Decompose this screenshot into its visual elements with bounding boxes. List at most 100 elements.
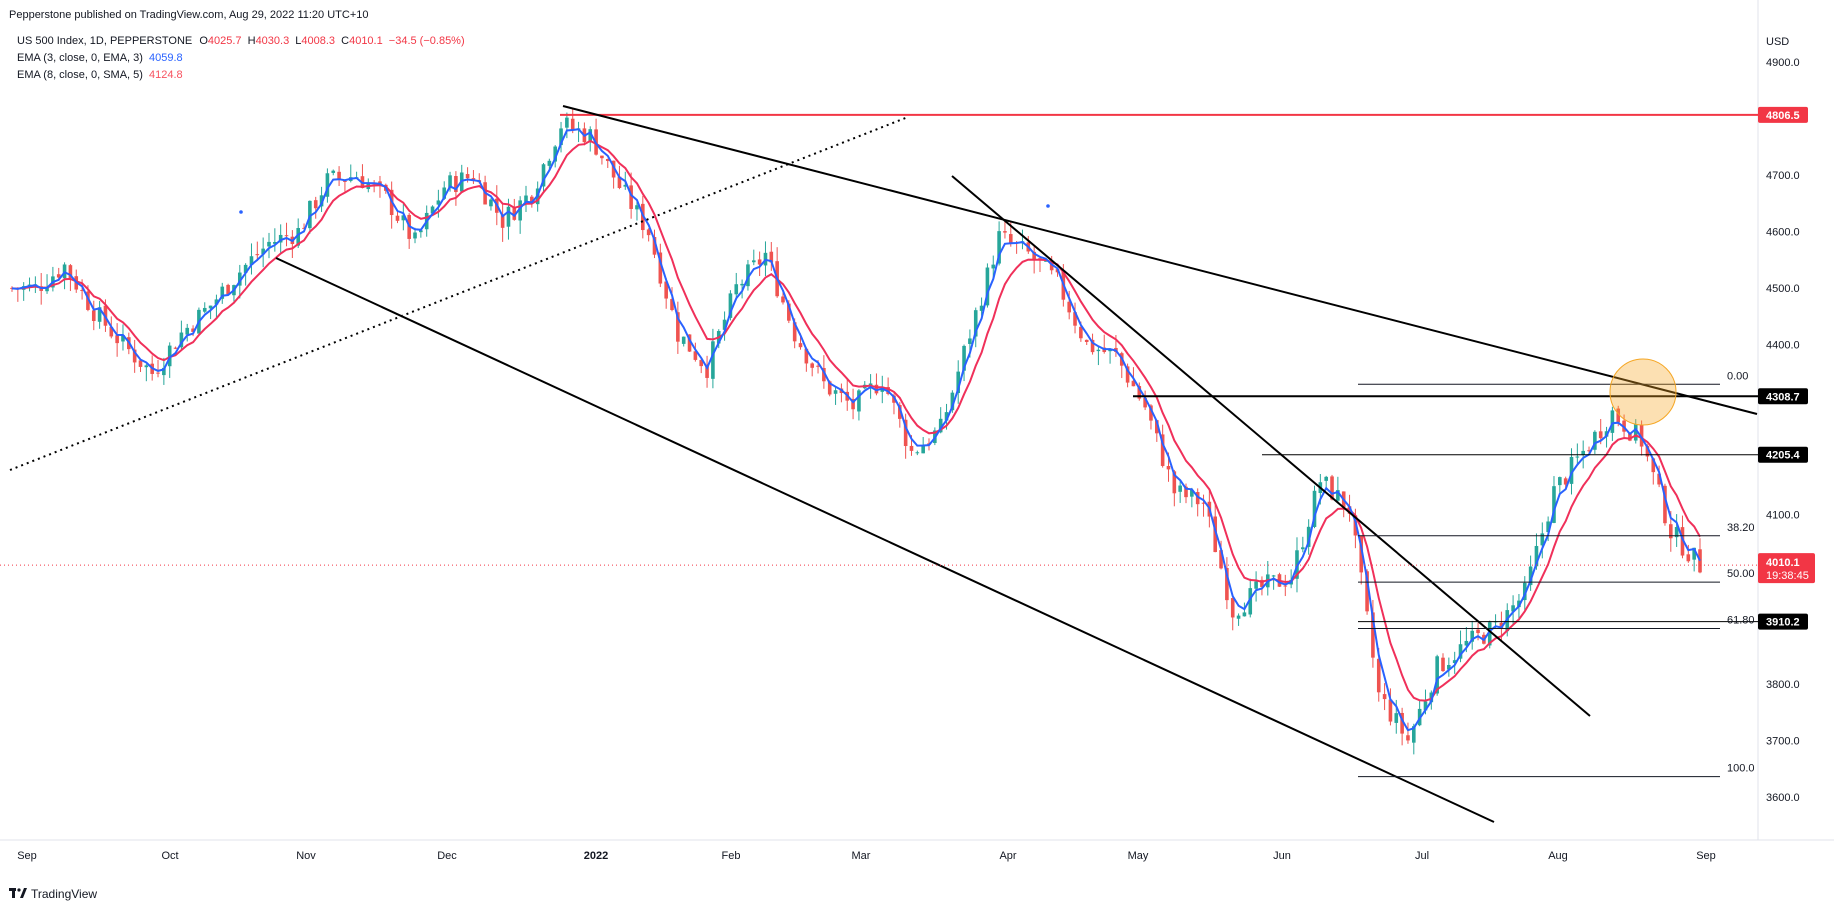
candle-body — [1400, 712, 1404, 734]
candle-body — [968, 338, 972, 344]
tradingview-footer[interactable]: TradingView — [9, 887, 97, 901]
price-tick-label: 4700.0 — [1766, 170, 1800, 182]
candle-body — [827, 381, 832, 395]
high-value: 4030.3 — [255, 35, 290, 47]
candle-body — [325, 173, 330, 197]
open-label: O — [199, 35, 208, 47]
low-label: L — [295, 35, 302, 47]
close-label: C — [341, 35, 350, 47]
change-value: −34.5 (−0.85%) — [388, 35, 465, 47]
candle-body — [1511, 605, 1515, 612]
steep-trendline — [951, 175, 1591, 717]
candle-body — [179, 332, 184, 348]
candle-body — [68, 265, 73, 278]
candle-body — [191, 328, 195, 332]
candle-body — [395, 215, 400, 221]
time-axis[interactable]: Sep Oct Nov Dec 2022 Feb Mar Apr May Jun Jul Aug Sep — [17, 850, 1716, 862]
candle-body — [419, 230, 423, 233]
candle-body — [1306, 526, 1311, 547]
candle-body — [1172, 471, 1177, 494]
price-label-box — [1758, 446, 1808, 463]
ema3-legend[interactable]: EMA (3, close, 0, EMA, 3) 4059.8 — [17, 52, 183, 64]
fib-level-label: 61.80 — [1727, 615, 1755, 627]
time-tick-label: Mar — [852, 850, 871, 862]
candle-body — [1423, 701, 1428, 711]
candle-body — [646, 229, 651, 236]
candles-layer — [10, 107, 1702, 755]
upper-trendline — [562, 105, 1758, 415]
candle-body — [1441, 657, 1445, 672]
candle-body — [1698, 549, 1702, 573]
time-tick-label: Oct — [161, 850, 178, 862]
candle-body — [1639, 424, 1644, 447]
candle-body — [1190, 489, 1194, 497]
fib-level-label: 100.0 — [1727, 763, 1755, 775]
candle-body — [611, 160, 616, 178]
price-axis[interactable]: USD4900.04800.04700.04600.04500.04400.04… — [1766, 36, 1800, 804]
candle-body — [629, 185, 633, 209]
price-label-box — [1758, 388, 1808, 405]
candle-body — [1680, 527, 1685, 556]
candle-body — [781, 296, 785, 303]
ema8-legend[interactable]: EMA (8, close, 0, SMA, 5) 4124.8 — [17, 69, 183, 81]
candle-body — [658, 252, 663, 284]
candle-body — [769, 251, 774, 263]
candle-body — [798, 343, 803, 348]
candle-body — [1084, 339, 1089, 342]
candle-body — [80, 289, 84, 291]
candle-body — [1616, 408, 1621, 423]
candle-body — [436, 200, 441, 205]
candle-body — [267, 241, 271, 247]
price-label-box — [1758, 613, 1808, 630]
candle-body — [1301, 547, 1305, 550]
candle-body — [465, 174, 470, 179]
candle-body — [1575, 456, 1580, 458]
candle-body — [1470, 630, 1475, 642]
candle-body — [1464, 640, 1469, 646]
candle-body — [1540, 533, 1545, 546]
candle-body — [676, 312, 680, 342]
time-tick-label: Jul — [1415, 850, 1429, 862]
candle-body — [1663, 485, 1667, 524]
candle-body — [746, 264, 750, 287]
candle-body — [1330, 476, 1334, 500]
candle-body — [302, 227, 306, 229]
low-value: 4008.3 — [301, 35, 336, 47]
candle-body — [652, 236, 657, 255]
candle-body — [1376, 658, 1381, 693]
lower-trendline — [275, 257, 1495, 823]
candle-body — [623, 184, 628, 187]
candle-body — [1692, 547, 1696, 560]
price-tick-label: 4400.0 — [1766, 340, 1800, 352]
price-label-text: 4308.7 — [1766, 391, 1800, 403]
candle-body — [138, 360, 143, 367]
candle-body — [1073, 312, 1077, 326]
rising-dotted-trendline — [9, 116, 909, 471]
candle-body — [792, 322, 797, 342]
candle-body — [1452, 660, 1457, 664]
candle-body — [121, 335, 125, 342]
candle-body — [454, 176, 458, 193]
candle-body — [705, 365, 709, 378]
last-price-text: 4010.1 — [1766, 557, 1800, 569]
candle-body — [1435, 656, 1439, 694]
candle-body — [950, 392, 955, 411]
open-value: 4025.7 — [207, 35, 242, 47]
symbol-legend[interactable]: US 500 Index, 1D, PEPPERSTONE O4025.7 H4… — [17, 35, 465, 47]
candle-body — [1090, 339, 1095, 353]
candle-body — [570, 118, 575, 130]
candle-body — [1610, 410, 1615, 433]
symbol-name: US 500 Index, 1D, PEPPERSTONE — [17, 35, 193, 47]
candle-body — [1686, 554, 1691, 562]
candle-body — [681, 336, 686, 344]
candle-body — [308, 200, 312, 229]
price-tick-label: 4900.0 — [1766, 57, 1800, 69]
candle-body — [734, 284, 739, 295]
candle-body — [185, 327, 190, 335]
candle-body — [1534, 545, 1539, 567]
candle-body — [822, 367, 826, 382]
candle-body — [1242, 612, 1247, 617]
price-label-text: 4806.5 — [1766, 110, 1800, 122]
candle-body — [1651, 458, 1656, 473]
